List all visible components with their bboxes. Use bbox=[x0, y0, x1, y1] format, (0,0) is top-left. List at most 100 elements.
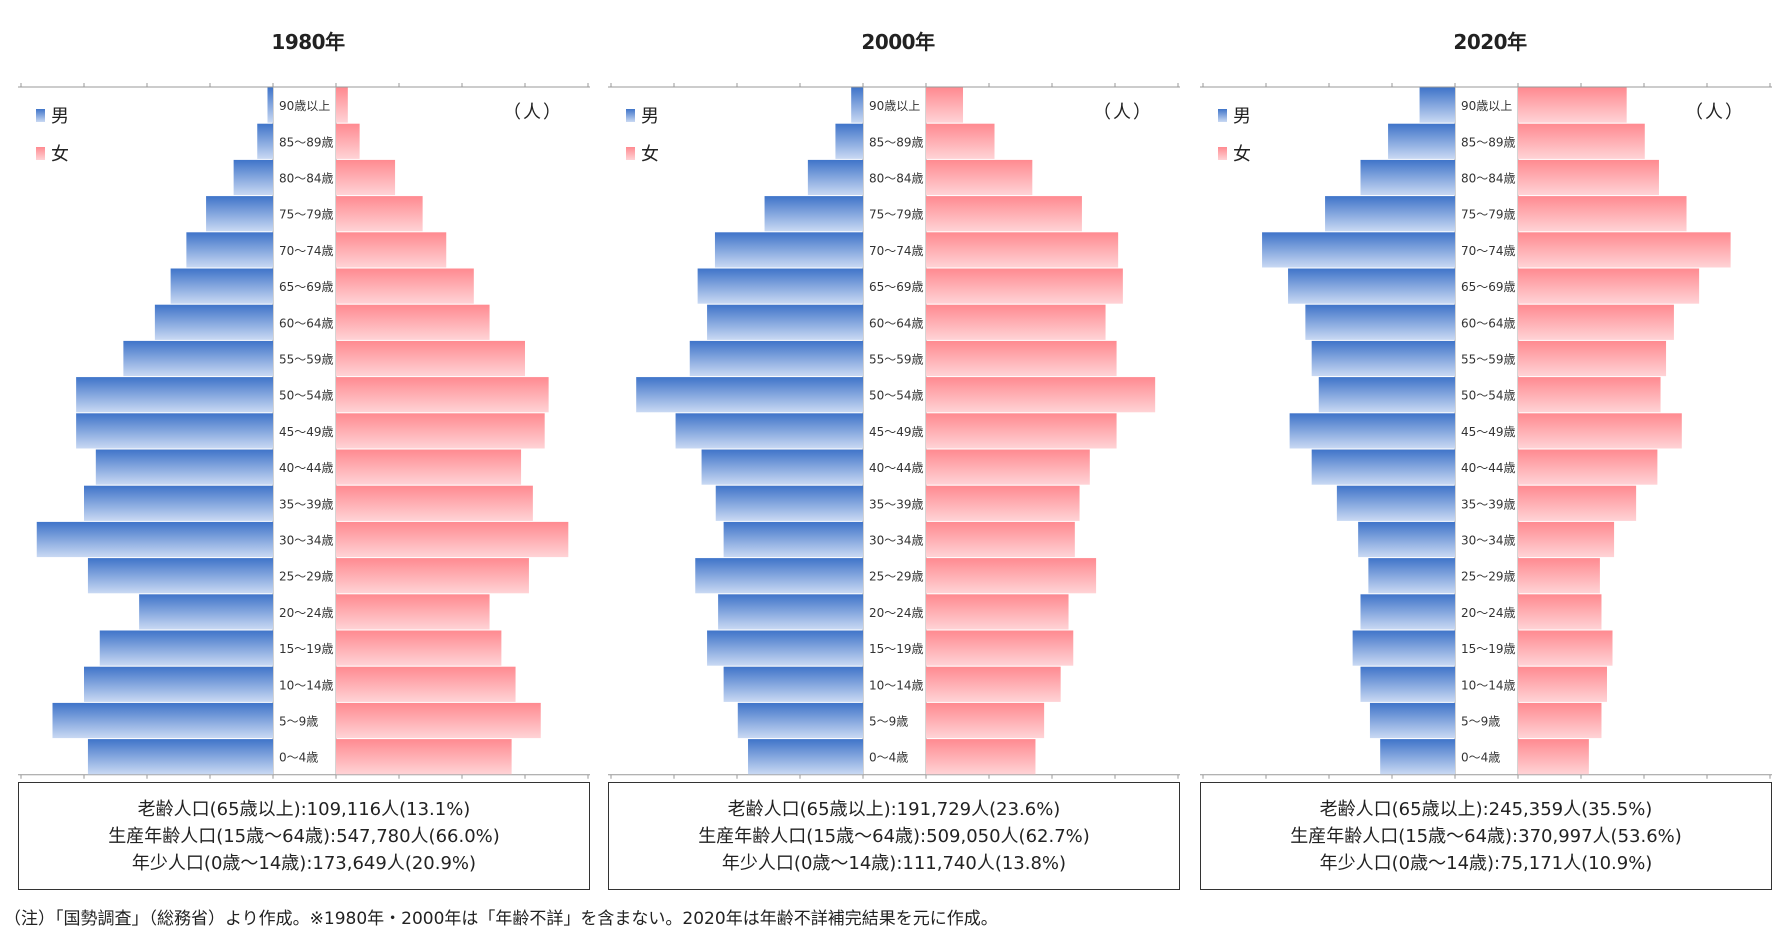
male-bar bbox=[1360, 159, 1455, 196]
female-bar bbox=[336, 413, 545, 449]
female-bar bbox=[926, 87, 964, 123]
female-bar bbox=[1518, 87, 1627, 123]
male-bar bbox=[1352, 630, 1455, 666]
age-label: 35～39歳 bbox=[1461, 497, 1516, 511]
male-bar bbox=[95, 449, 273, 485]
male-bar bbox=[84, 485, 273, 521]
male-bar bbox=[1360, 666, 1455, 702]
male-bar bbox=[84, 666, 273, 702]
age-label: 75～79歳 bbox=[1461, 208, 1516, 222]
male-bar bbox=[1311, 340, 1455, 377]
male-bar bbox=[701, 449, 863, 485]
legend-swatch-female bbox=[626, 146, 635, 160]
summary-line: 生産年齢人口(15歳～64歳):547,780人(66.0%) bbox=[108, 825, 500, 847]
female-bar bbox=[926, 485, 1080, 521]
legend-male: 男 bbox=[1218, 102, 1251, 128]
age-label: 0～4歳 bbox=[279, 751, 318, 765]
male-bar bbox=[1388, 123, 1455, 159]
female-bar bbox=[1518, 702, 1602, 739]
age-label: 85～89歳 bbox=[279, 135, 334, 149]
female-bar bbox=[1518, 413, 1682, 449]
age-label: 65～69歳 bbox=[279, 280, 334, 294]
chart-title: 2000年 bbox=[861, 30, 935, 54]
age-label: 60～64歳 bbox=[1461, 316, 1516, 330]
female-bar bbox=[336, 377, 549, 413]
female-bar bbox=[926, 159, 1033, 196]
female-bar bbox=[336, 123, 360, 159]
male-bar bbox=[764, 196, 863, 232]
age-label: 30～34歳 bbox=[869, 534, 924, 548]
pyramid-panel: 2020年 90歳以上 85～89歳 80～84歳 75～79歳 70～74歳 65～69歳… bbox=[1200, 0, 1780, 900]
pyramid-svg: 90歳以上 85～89歳 80～84歳 75～79歳 70～74歳 65～69歳 60～64… bbox=[18, 83, 590, 779]
age-label: 80～84歳 bbox=[279, 172, 334, 186]
age-label: 40～44歳 bbox=[869, 461, 924, 475]
male-bar bbox=[707, 630, 863, 666]
female-bar bbox=[926, 521, 1075, 558]
age-label: 45～49歳 bbox=[1461, 425, 1516, 439]
legend-label-male: 男 bbox=[641, 106, 659, 127]
female-bar bbox=[1518, 449, 1658, 485]
unit-label: （人） bbox=[1093, 102, 1153, 123]
male-bar bbox=[807, 159, 863, 196]
male-bar bbox=[715, 485, 863, 521]
age-label: 55～59歳 bbox=[1461, 353, 1516, 367]
male-bar bbox=[76, 413, 273, 449]
female-bar bbox=[926, 666, 1061, 702]
legend-label-male: 男 bbox=[1233, 106, 1251, 127]
male-bar bbox=[186, 232, 273, 268]
male-bar bbox=[1262, 232, 1455, 268]
summary-line: 年少人口(0歳～14歳):111,740人(13.8%) bbox=[721, 852, 1067, 874]
male-bar bbox=[1369, 702, 1455, 739]
age-label: 55～59歳 bbox=[279, 353, 334, 367]
age-label: 30～34歳 bbox=[1461, 534, 1516, 548]
unit-label: （人） bbox=[503, 102, 563, 123]
age-label: 80～84歳 bbox=[1461, 172, 1516, 186]
age-label: 15～19歳 bbox=[279, 642, 334, 656]
female-bar bbox=[1518, 485, 1637, 521]
male-bar bbox=[675, 413, 863, 449]
unit-label: （人） bbox=[1685, 102, 1745, 123]
female-bar bbox=[1518, 340, 1667, 377]
female-bar bbox=[926, 630, 1074, 666]
female-bar bbox=[336, 268, 474, 304]
age-label: 65～69歳 bbox=[869, 280, 924, 294]
male-bar bbox=[1311, 449, 1455, 485]
female-bar bbox=[336, 159, 396, 196]
age-label: 80～84歳 bbox=[869, 172, 924, 186]
legend-female: 女 bbox=[626, 140, 659, 166]
female-bar bbox=[926, 304, 1106, 340]
legend-label-female: 女 bbox=[641, 144, 659, 165]
legend-female: 女 bbox=[36, 140, 69, 166]
female-bar bbox=[926, 340, 1117, 377]
age-label: 55～59歳 bbox=[869, 353, 924, 367]
female-bar bbox=[1518, 521, 1615, 558]
male-bar bbox=[1325, 196, 1455, 232]
female-bar bbox=[1518, 304, 1674, 340]
age-label: 20～24歳 bbox=[279, 606, 334, 620]
female-bar bbox=[336, 485, 533, 521]
age-label: 50～54歳 bbox=[1461, 389, 1516, 403]
legend-label-female: 女 bbox=[51, 144, 69, 165]
age-label: 5～9歳 bbox=[279, 715, 318, 729]
male-bar bbox=[1419, 87, 1455, 123]
female-bar bbox=[926, 413, 1117, 449]
female-bar bbox=[1518, 594, 1602, 630]
male-bar bbox=[1318, 377, 1455, 413]
male-bar bbox=[1288, 268, 1455, 304]
female-bar bbox=[926, 449, 1090, 485]
age-label: 75～79歳 bbox=[869, 208, 924, 222]
age-label: 25～29歳 bbox=[279, 570, 334, 584]
summary-line: 生産年齢人口(15歳～64歳):370,997人(53.6%) bbox=[1290, 825, 1682, 847]
female-bar bbox=[926, 739, 1036, 775]
population-summary-box: 老齢人口(65歳以上):245,359人(35.5%) 生産年齢人口(15歳～64… bbox=[1200, 782, 1772, 890]
male-bar bbox=[689, 340, 863, 377]
male-bar bbox=[835, 123, 863, 159]
age-label: 5～9歳 bbox=[869, 715, 908, 729]
age-label: 20～24歳 bbox=[869, 606, 924, 620]
male-bar bbox=[233, 159, 273, 196]
female-bar bbox=[926, 594, 1069, 630]
age-label: 40～44歳 bbox=[279, 461, 334, 475]
male-bar bbox=[851, 87, 863, 123]
pyramid-panel: 2000年 90歳以上 85～89歳 80～84歳 75～79歳 70～74歳 65～69歳… bbox=[608, 0, 1188, 900]
female-bar bbox=[926, 558, 1097, 594]
